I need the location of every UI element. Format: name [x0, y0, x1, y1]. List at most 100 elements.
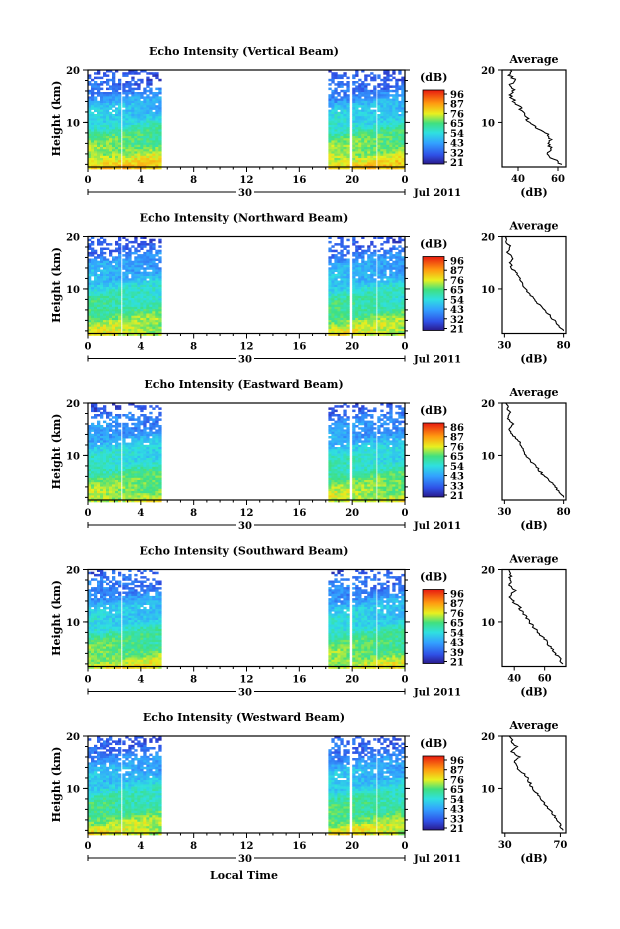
colorbar-tick-label: 54 — [450, 295, 464, 306]
colorbar — [422, 589, 445, 664]
colorbar-tick-label: 65 — [450, 452, 464, 463]
y-tick-label: 20 — [66, 566, 80, 577]
colorbar-tick-label: 87 — [450, 599, 464, 610]
x-tick-label: 0 — [85, 342, 92, 353]
colorbar-tick-label: 96 — [450, 257, 464, 268]
panel-title: Echo Intensity (Eastward Beam) — [144, 378, 343, 391]
y-axis-label: Height (km) — [50, 247, 63, 323]
x-tick-label: 8 — [190, 342, 197, 353]
colorbar-tick-label: 87 — [450, 766, 464, 777]
colorbar-tick-label: 65 — [450, 619, 464, 630]
profile-x-tick-label: 60 — [538, 674, 552, 685]
profile-frame — [501, 568, 567, 668]
x-tick-label: 4 — [137, 675, 144, 686]
heatmap-image — [88, 736, 405, 836]
profile-line — [507, 569, 564, 665]
date-label: Jul 2011 — [413, 688, 461, 699]
colorbar — [422, 89, 445, 165]
colorbar-tick-label: 21 — [450, 824, 464, 835]
profile-frame — [501, 402, 567, 501]
profile-frame — [501, 69, 567, 168]
x-tick-label: 0 — [85, 675, 92, 686]
colorbar — [422, 755, 445, 831]
profile-line — [506, 69, 563, 165]
profile-title: Average — [508, 553, 558, 566]
panel-3: Echo Intensity (Eastward Beam) 20 10Height… — [50, 378, 571, 532]
profile-x-tick-label: 80 — [557, 507, 571, 518]
profile-x-tick-label: 80 — [557, 341, 571, 352]
date-label: Jul 2011 — [413, 521, 461, 532]
day-label-bg — [236, 519, 254, 530]
profile-y-tick-label: 10 — [481, 118, 495, 129]
colorbar-tick-label: 76 — [450, 775, 464, 786]
colorbar-tick-label: 54 — [450, 795, 464, 806]
y-tick-label: 20 — [66, 66, 80, 77]
colorbar-tick-label: 76 — [450, 109, 464, 120]
colorbar-tick-label: 43 — [450, 472, 464, 483]
x-tick-label: 0 — [402, 841, 409, 852]
profile-y-tick-label: 20 — [481, 233, 495, 244]
x-tick-label: 0 — [85, 841, 92, 852]
colorbar-tick-label: 87 — [450, 266, 464, 277]
colorbar — [422, 256, 445, 331]
colorbar-tick-label: 96 — [450, 90, 464, 101]
colorbar-tick-label: 32 — [450, 148, 464, 159]
profile-x-axis-label: (dB) — [520, 353, 547, 366]
heatmap-image — [88, 236, 405, 336]
colorbar-tick-label: 87 — [450, 433, 464, 444]
colorbar-tick-label: 21 — [450, 491, 464, 502]
colorbar-tick-label: 65 — [450, 785, 464, 796]
profile-title: Average — [508, 53, 558, 66]
x-tick-label: 20 — [345, 841, 359, 852]
colorbar-tick-label: 54 — [450, 462, 464, 473]
profile-title: Average — [508, 386, 558, 399]
colorbar-tick-label: 43 — [450, 305, 464, 316]
x-tick-label: 20 — [345, 508, 359, 519]
colorbar-label: (dB) — [420, 238, 447, 251]
profile-frame — [501, 235, 567, 335]
y-axis-label: Height (km) — [50, 414, 63, 490]
date-label: Jul 2011 — [413, 188, 461, 199]
profile-x-tick-label: 30 — [498, 840, 512, 851]
profile-y-tick-label: 20 — [481, 566, 495, 577]
panel-1: Echo Intensity (Vertical Beam)2010Height… — [50, 45, 567, 199]
profile-line — [508, 735, 564, 831]
heatmap-image — [88, 70, 405, 170]
x-tick-label: 0 — [402, 342, 409, 353]
x-tick-label: 4 — [137, 175, 144, 186]
colorbar-label: (dB) — [420, 71, 447, 84]
y-tick-label: 10 — [66, 451, 80, 462]
y-axis-label: Height (km) — [50, 747, 63, 823]
y-tick-label: 10 — [66, 118, 80, 129]
profile-y-tick-label: 10 — [481, 618, 495, 629]
day-label: 30 — [238, 688, 252, 699]
y-axis-label: Height (km) — [50, 81, 63, 157]
colorbar-tick-label: 65 — [450, 119, 464, 130]
x-tick-label: 16 — [292, 175, 306, 186]
x-axis-label: Local Time — [210, 869, 278, 882]
x-tick-label: 12 — [240, 508, 254, 519]
y-tick-label: 10 — [66, 784, 80, 795]
panel-4: Echo Intensity (Southward Beam)2010Heigh… — [50, 545, 567, 699]
x-tick-label: 16 — [292, 841, 306, 852]
x-tick-label: 8 — [190, 675, 197, 686]
colorbar-tick-label: 33 — [450, 814, 464, 825]
x-tick-label: 0 — [85, 175, 92, 186]
panel-title: Echo Intensity (Northward Beam) — [140, 212, 349, 225]
colorbar-tick-label: 76 — [450, 276, 464, 287]
date-label: Jul 2011 — [413, 854, 461, 865]
x-tick-label: 4 — [137, 841, 144, 852]
colorbar — [422, 422, 445, 498]
day-label-bg — [236, 852, 254, 863]
day-label: 30 — [238, 854, 252, 865]
profile-x-axis-label: (dB) — [520, 519, 547, 532]
heatmap-image — [88, 403, 405, 503]
panel-title: Echo Intensity (Westward Beam) — [143, 711, 345, 724]
profile-line — [504, 236, 565, 332]
x-tick-label: 8 — [190, 508, 197, 519]
colorbar-label: (dB) — [420, 404, 447, 417]
x-tick-label: 16 — [292, 508, 306, 519]
profile-y-tick-label: 20 — [481, 399, 495, 410]
day-label-bg — [236, 186, 254, 197]
